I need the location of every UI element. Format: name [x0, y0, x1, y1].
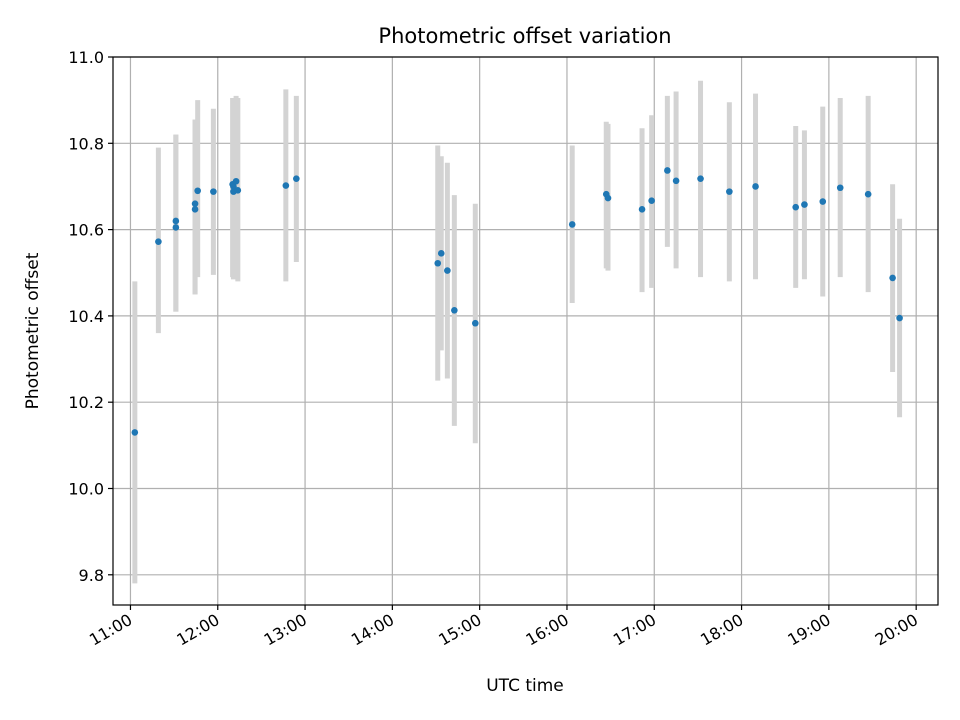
y-axis-label: Photometric offset	[23, 252, 43, 409]
data-point	[191, 206, 199, 213]
data-point	[434, 259, 442, 267]
data-point	[194, 187, 201, 195]
y-axis: 9.8 10.0 10.2 10.4 10.6 10.8 11.0	[68, 48, 113, 585]
data-point	[232, 177, 240, 185]
data-point	[437, 250, 445, 257]
y-tick-label: 11.0	[68, 48, 104, 67]
data-point	[230, 183, 237, 190]
data-point	[131, 429, 139, 436]
data-points	[131, 167, 903, 436]
plot-frame	[112, 56, 939, 606]
data-point	[234, 187, 242, 194]
data-point	[155, 238, 162, 245]
data-point	[648, 197, 655, 204]
chart-title: Photometric offset variation	[378, 24, 671, 48]
data-point	[444, 267, 451, 274]
data-point	[210, 188, 217, 195]
y-tick-label: 10.6	[68, 221, 104, 240]
data-point	[293, 175, 300, 182]
data-point	[568, 221, 576, 228]
data-point	[819, 198, 827, 205]
y-tick-label: 10.4	[68, 307, 104, 326]
data-point	[697, 175, 704, 182]
data-point	[726, 188, 733, 195]
data-point	[801, 201, 808, 208]
x-axis-label: UTC time	[486, 676, 564, 696]
y-tick-label: 9.8	[79, 566, 104, 585]
data-point	[836, 184, 844, 192]
data-point	[752, 183, 759, 190]
data-point	[864, 190, 872, 198]
data-point	[604, 194, 612, 202]
plot-area	[112, 56, 939, 606]
grid-lines	[113, 56, 938, 605]
data-point	[191, 200, 199, 208]
data-point	[896, 314, 903, 322]
data-point	[638, 206, 646, 213]
y-tick-label: 10.8	[68, 134, 104, 153]
data-point	[282, 182, 290, 189]
data-point	[172, 217, 180, 225]
data-point	[472, 319, 479, 327]
data-point	[889, 274, 896, 282]
data-point	[451, 306, 458, 314]
y-tick-label: 10.2	[68, 393, 104, 412]
data-point	[672, 177, 680, 185]
y-tick-label: 10.0	[68, 479, 104, 498]
data-point	[792, 203, 799, 211]
data-point	[172, 224, 180, 231]
data-point	[664, 167, 671, 174]
